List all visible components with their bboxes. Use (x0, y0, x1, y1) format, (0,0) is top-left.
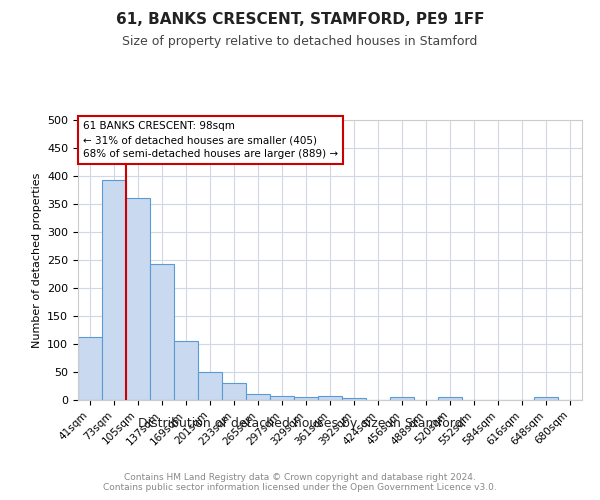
Text: Distribution of detached houses by size in Stamford: Distribution of detached houses by size … (137, 418, 463, 430)
Bar (246, 394, 270, 400)
Bar (222, 382, 246, 400)
Bar (102, 180, 126, 400)
Bar (438, 397, 462, 400)
Bar (198, 372, 222, 400)
Bar (78, 338, 102, 400)
Text: 61 BANKS CRESCENT: 98sqm
← 31% of detached houses are smaller (405)
68% of semi-: 61 BANKS CRESCENT: 98sqm ← 31% of detach… (83, 121, 338, 159)
Text: 61, BANKS CRESCENT, STAMFORD, PE9 1FF: 61, BANKS CRESCENT, STAMFORD, PE9 1FF (116, 12, 484, 28)
Bar (174, 341, 198, 400)
Bar (318, 396, 342, 400)
Bar (294, 396, 318, 400)
Y-axis label: Number of detached properties: Number of detached properties (32, 172, 41, 348)
Bar (534, 397, 558, 400)
Bar (150, 264, 174, 400)
Text: Size of property relative to detached houses in Stamford: Size of property relative to detached ho… (122, 35, 478, 48)
Text: Contains HM Land Registry data © Crown copyright and database right 2024.
Contai: Contains HM Land Registry data © Crown c… (103, 472, 497, 492)
Bar (342, 398, 366, 400)
Bar (390, 397, 414, 400)
Bar (126, 198, 150, 400)
Bar (270, 396, 294, 400)
